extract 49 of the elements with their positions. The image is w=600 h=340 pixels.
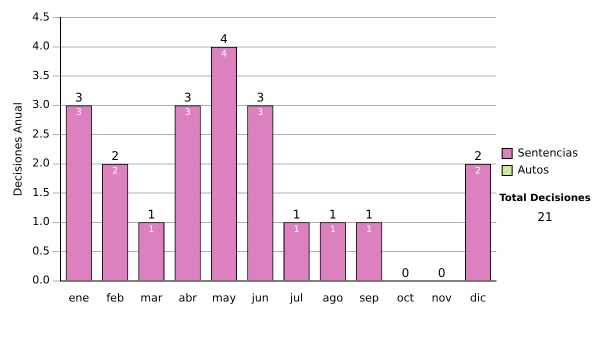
data-label: 3 [257, 108, 264, 118]
total-label: 0 [402, 266, 410, 280]
total-label: 4 [220, 32, 228, 46]
x-tick-label: mar [140, 291, 163, 304]
data-label: 4 [221, 50, 228, 60]
data-label: 2 [475, 166, 481, 177]
total-label: 1 [292, 207, 300, 222]
x-tick-label: jun [250, 291, 269, 304]
data-label: 1 [366, 225, 372, 236]
data-label: 1 [294, 225, 300, 236]
total-label: 1 [148, 207, 156, 222]
legend-label: Autos [518, 163, 550, 176]
x-tick-label: jul [289, 291, 304, 304]
text: Total Decisiones [498, 193, 592, 204]
total-label: 1 [365, 207, 373, 222]
y-tick-label: 0.0 [32, 274, 50, 287]
total-label: 3 [256, 90, 264, 104]
y-tick-label: 4.0 [32, 40, 50, 53]
total-label: 1 [329, 207, 337, 222]
y-tick-label: 2.0 [32, 156, 50, 170]
x-tick-label: may [212, 291, 236, 304]
y-tick-label: 1.5 [32, 186, 50, 199]
total-label: 3 [75, 90, 83, 104]
y-tick-label: 3.0 [32, 98, 50, 112]
y-tick-label: 4.5 [32, 10, 50, 24]
y-tick-label: 1.0 [32, 215, 50, 228]
legend-label: Sentencias [518, 146, 578, 160]
data-label: 1 [148, 225, 154, 236]
text: 21 [536, 210, 554, 224]
x-tick-label: oct [396, 291, 415, 304]
data-label: 2 [112, 166, 118, 177]
y-tick-label: 0.5 [32, 244, 50, 258]
total-label: 0 [438, 266, 446, 280]
x-tick-label: ene [68, 291, 90, 304]
x-tick-label: nov [432, 291, 452, 304]
x-tick-label: dic [470, 291, 486, 304]
total-label: 2 [474, 148, 482, 163]
x-tick-label: feb [106, 291, 124, 304]
x-tick-label: abr [178, 291, 198, 304]
data-label: 3 [76, 108, 82, 118]
x-tick-label: ago [322, 291, 344, 304]
y-tick-label: 2.5 [32, 127, 50, 140]
total-label: 2 [111, 148, 119, 163]
data-label: 3 [184, 108, 191, 118]
y-axis-title: Decisiones Anual [11, 102, 24, 196]
x-tick-label: sep [359, 291, 379, 304]
data-label: 1 [330, 225, 336, 236]
y-tick-label: 3.5 [32, 68, 50, 82]
total-label: 3 [184, 90, 192, 104]
